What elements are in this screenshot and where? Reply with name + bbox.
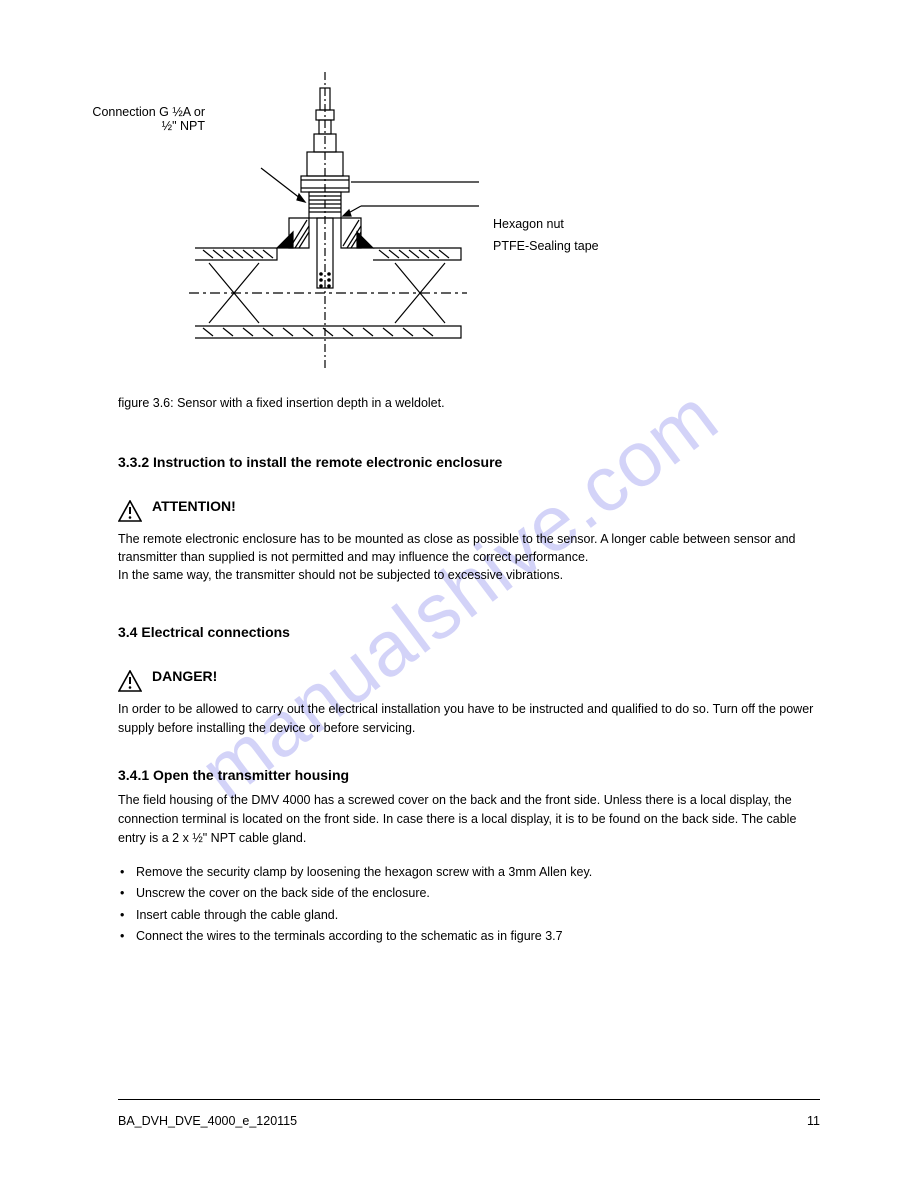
diagram-label-left: Connection G ½A or ½" NPT bbox=[90, 105, 205, 133]
subheading-341: 3.4.1 Open the transmitter housing bbox=[118, 767, 820, 783]
section-3-4: 3.4 Electrical connections DANGER! In or… bbox=[118, 624, 820, 946]
page-content: Connection G ½A or ½" NPT bbox=[0, 0, 918, 1188]
section-title-332: 3.3.2 Instruction to install the remote … bbox=[118, 454, 820, 470]
attention-heading: ATTENTION! bbox=[152, 498, 236, 522]
diagram-block: Hexagon nut PTFE-Sealing tape bbox=[173, 68, 820, 376]
label-ptfe-tape: PTFE-Sealing tape bbox=[493, 239, 599, 255]
diagram-svg bbox=[173, 68, 483, 376]
attention-body: The remote electronic enclosure has to b… bbox=[118, 530, 820, 584]
attention-notice: ATTENTION! bbox=[118, 498, 820, 522]
bullet-list: Remove the security clamp by loosening t… bbox=[118, 863, 820, 947]
label-hexagon-nut: Hexagon nut bbox=[493, 217, 599, 233]
figure-caption: figure 3.6: Sensor with a fixed insertio… bbox=[118, 396, 820, 410]
danger-heading: DANGER! bbox=[152, 668, 217, 692]
paragraph-341: The field housing of the DMV 4000 has a … bbox=[118, 791, 820, 849]
section-title-34: 3.4 Electrical connections bbox=[118, 624, 820, 640]
danger-body: In order to be allowed to carry out the … bbox=[118, 700, 820, 736]
warning-icon bbox=[118, 500, 142, 522]
list-item: Remove the security clamp by loosening t… bbox=[136, 863, 820, 882]
list-item: Insert cable through the cable gland. bbox=[136, 906, 820, 925]
danger-notice: DANGER! bbox=[118, 668, 820, 692]
section-3-3-2: 3.3.2 Instruction to install the remote … bbox=[118, 454, 820, 584]
list-item: Connect the wires to the terminals accor… bbox=[136, 927, 820, 946]
diagram-right-labels: Hexagon nut PTFE-Sealing tape bbox=[493, 153, 599, 254]
warning-icon bbox=[118, 670, 142, 692]
list-item: Unscrew the cover on the back side of th… bbox=[136, 884, 820, 903]
